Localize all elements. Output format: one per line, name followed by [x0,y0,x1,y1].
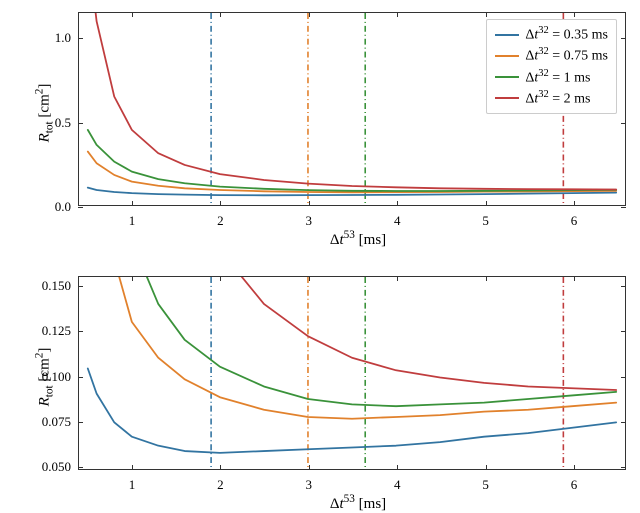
ytick-label: 0.075 [21,414,71,430]
ytick-mark [621,331,626,332]
xtick-mark [574,465,575,470]
ytick-mark [621,467,626,468]
xtick-mark [309,201,310,206]
legend-swatch [495,76,519,78]
series-line [88,130,616,191]
legend-label: Δt32 = 0.35 ms [525,24,608,45]
xtick-label: 4 [394,213,401,229]
xtick-label: 3 [306,477,313,493]
xtick-label: 1 [129,213,136,229]
ytick-label: 0.050 [21,459,71,475]
ytick-mark [78,331,83,332]
ytick-mark [621,207,626,208]
xtick-mark [309,276,310,281]
xtick-mark [486,12,487,17]
x-axis-label: Δt53 [ms] [313,229,403,249]
ytick-mark [621,422,626,423]
xtick-label: 2 [217,213,224,229]
legend-swatch [495,97,519,99]
panel-bottom: 1234560.0500.0750.1000.1250.150Δt53 [ms]… [78,276,626,470]
xtick-mark [574,12,575,17]
ytick-label: 0.125 [21,323,71,339]
figure: 1234560.00.51.0Δt53 [ms]Rtot [cm2]Δt32 =… [0,0,640,509]
xtick-label: 5 [482,477,489,493]
xtick-mark [486,201,487,206]
xtick-mark [220,201,221,206]
xtick-mark [132,276,133,281]
xtick-mark [486,465,487,470]
x-axis-label: Δt53 [ms] [313,493,403,513]
legend-swatch [495,34,519,36]
xtick-mark [397,201,398,206]
ytick-mark [78,422,83,423]
xtick-mark [132,12,133,17]
xtick-mark [132,201,133,206]
xtick-label: 5 [482,213,489,229]
ytick-mark [78,207,83,208]
ytick-label: 0.150 [21,278,71,294]
ytick-mark [621,377,626,378]
ytick-mark [78,377,83,378]
ytick-mark [78,38,83,39]
legend-label: Δt32 = 2 ms [525,88,590,109]
ytick-label: 1.0 [21,30,71,46]
xtick-mark [220,276,221,281]
ytick-mark [621,38,626,39]
xtick-label: 6 [571,477,578,493]
y-axis-label: Rtot [cm2] [33,84,55,143]
xtick-label: 2 [217,477,224,493]
xtick-mark [132,465,133,470]
ytick-mark [621,286,626,287]
xtick-mark [220,12,221,17]
legend-item: Δt32 = 0.75 ms [495,45,608,66]
legend-label: Δt32 = 0.75 ms [525,45,608,66]
legend-swatch [495,55,519,57]
legend-item: Δt32 = 2 ms [495,88,608,109]
ytick-label: 0.0 [21,199,71,215]
legend: Δt32 = 0.35 msΔt32 = 0.75 msΔt32 = 1 msΔ… [486,19,617,114]
xtick-label: 1 [129,477,136,493]
series-line [88,369,616,453]
ytick-mark [78,123,83,124]
xtick-mark [397,276,398,281]
xtick-label: 4 [394,477,401,493]
legend-item: Δt32 = 1 ms [495,67,608,88]
xtick-mark [486,276,487,281]
ytick-mark [78,286,83,287]
xtick-mark [309,465,310,470]
xtick-mark [309,12,310,17]
xtick-mark [397,12,398,17]
ytick-mark [621,123,626,124]
legend-label: Δt32 = 1 ms [525,67,590,88]
plot-svg-bottom [79,277,625,469]
xtick-label: 6 [571,213,578,229]
xtick-label: 3 [306,213,313,229]
xtick-mark [574,201,575,206]
panel-top: 1234560.00.51.0Δt53 [ms]Rtot [cm2]Δt32 =… [78,12,626,206]
legend-item: Δt32 = 0.35 ms [495,24,608,45]
ytick-mark [78,467,83,468]
xtick-mark [220,465,221,470]
xtick-mark [574,276,575,281]
y-axis-label: Rtot [cm2] [33,348,55,407]
xtick-mark [397,465,398,470]
